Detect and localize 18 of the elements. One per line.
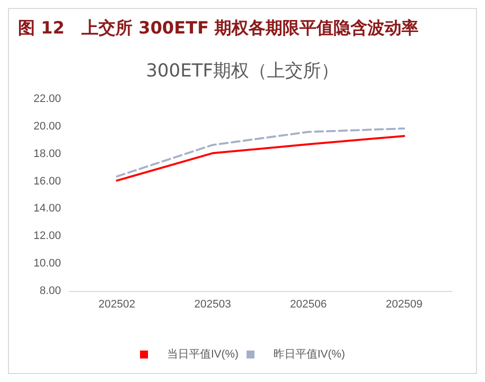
x-tick-label: 202509 [386,298,422,310]
legend-label: 当日平值IV(%) [167,348,238,360]
x-tick-label: 202506 [290,298,327,310]
y-tick-label: 14.00 [33,202,61,215]
y-tick-label: 16.00 [33,175,61,188]
y-tick-label: 18.00 [33,148,61,160]
line-series [116,127,406,178]
legend-label: 昨日平值IV(%) [274,348,345,360]
y-tick-label: 20.00 [33,120,61,132]
chart-title: 图 12 上交所 300ETF 期权各期限平值隐含波动率 [18,18,419,38]
y-tick-label: 10.00 [33,258,61,270]
y-tick-label: 22.00 [33,93,61,105]
chart-subtitle: 300ETF期权（上交所） [146,60,340,82]
line-series [116,135,406,182]
x-tick-label: 202503 [194,298,231,310]
y-tick-label: 12.00 [33,230,61,242]
x-tick-label: 202502 [98,298,136,310]
y-tick-label: 8.00 [40,285,61,297]
